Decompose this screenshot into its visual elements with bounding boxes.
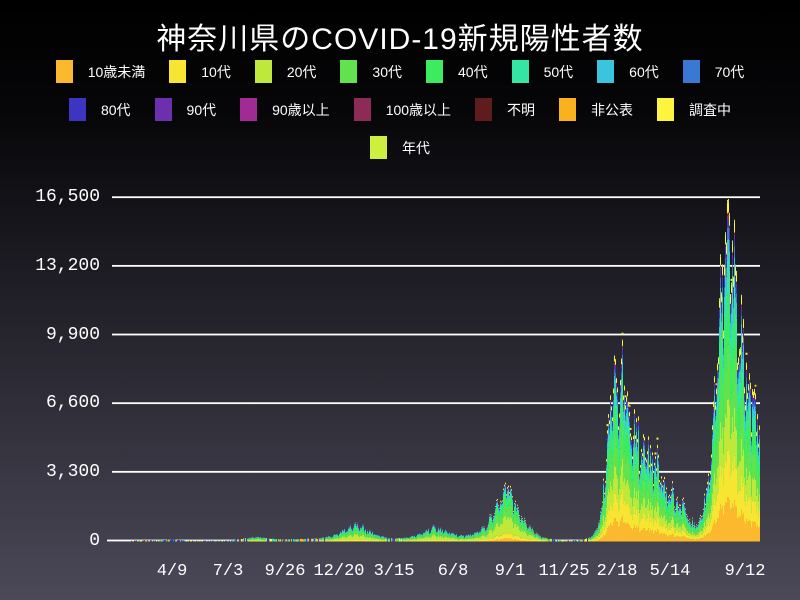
legend-swatch-icon xyxy=(511,60,529,83)
legend-item-r3-1: 年代 xyxy=(370,136,430,159)
y-tick-label: 13,200 xyxy=(35,255,100,276)
x-tick-label: 9/12 xyxy=(724,562,766,581)
legend-item-r2-7: 調査中 xyxy=(657,98,731,121)
series-band-14 xyxy=(132,202,760,542)
y-tick-label: 6,600 xyxy=(45,393,100,414)
legend-swatch-icon xyxy=(370,136,387,159)
legend-label: 90代 xyxy=(186,101,217,118)
legend-swatch-icon xyxy=(657,98,675,121)
legend-label: 不明 xyxy=(507,101,536,118)
x-tick-label: 6/8 xyxy=(437,562,469,581)
x-tick-label: 7/3 xyxy=(212,562,244,581)
legend-swatch-icon xyxy=(353,98,371,121)
legend-swatch-icon xyxy=(240,98,258,121)
legend-row-2: 80代 90代 90歳以上 100歳以上 不明 非公表 調査中 xyxy=(0,98,800,121)
legend: 10歳未満 10代 20代 30代 40代 50代 60代 70代 80代 90代 90歳以上 100… xyxy=(0,60,800,159)
series-band-0 xyxy=(168,497,760,542)
x-tick-label: 12/20 xyxy=(313,562,365,581)
gridline xyxy=(112,264,760,267)
x-tick-label: 9/26 xyxy=(264,562,306,581)
series-band-12 xyxy=(340,212,760,532)
legend-item-r1-2: 10代 xyxy=(169,60,231,83)
legend-swatch-icon xyxy=(426,60,443,83)
legend-swatch-icon xyxy=(68,98,86,121)
legend-item-r2-2: 90代 xyxy=(154,98,217,121)
legend-swatch-icon xyxy=(340,60,358,83)
x-tick-label: 4/9 xyxy=(156,562,188,581)
legend-item-r1-5: 40代 xyxy=(426,60,488,83)
legend-label: 100歳以上 xyxy=(385,101,452,118)
y-tick-label: 3,300 xyxy=(45,461,100,482)
legend-item-r2-1: 80代 xyxy=(68,98,131,121)
x-tick-label: 5/14 xyxy=(649,562,691,581)
legend-swatch-icon xyxy=(475,98,493,121)
gridline xyxy=(112,402,760,405)
legend-label: 50代 xyxy=(543,63,574,80)
legend-label: 非公表 xyxy=(591,101,634,118)
gridline xyxy=(112,333,760,336)
legend-item-r1-1: 10歳未満 xyxy=(55,60,146,83)
y-tick-label: 0 xyxy=(89,530,100,551)
legend-row-3: 年代 xyxy=(0,136,800,159)
legend-label: 年代 xyxy=(402,139,430,156)
legend-label: 40代 xyxy=(458,63,488,80)
legend-label: 80代 xyxy=(100,101,131,118)
x-tick-label: 2/18 xyxy=(596,562,638,581)
series-band-7 xyxy=(157,227,760,542)
legend-swatch-icon xyxy=(597,60,615,83)
legend-swatch-icon xyxy=(55,60,73,83)
legend-label: 30代 xyxy=(372,63,402,80)
legend-label: 90歳以上 xyxy=(272,101,330,118)
series-band-3 xyxy=(139,344,760,542)
legend-item-r1-8: 70代 xyxy=(682,60,745,83)
legend-label: 調査中 xyxy=(689,101,732,118)
series-band-13 xyxy=(349,211,760,527)
legend-label: 10歳未満 xyxy=(87,63,146,80)
legend-item-r2-5: 不明 xyxy=(475,98,535,121)
series-band-5 xyxy=(138,259,760,542)
legend-swatch-icon xyxy=(169,60,187,83)
legend-swatch-icon xyxy=(254,60,272,83)
gridline xyxy=(112,196,760,199)
legend-label: 10代 xyxy=(201,63,231,80)
legend-item-r1-7: 60代 xyxy=(597,60,659,83)
legend-item-r2-4: 100歳以上 xyxy=(353,98,452,121)
x-tick-label: 9/1 xyxy=(494,562,526,581)
legend-item-r1-3: 20代 xyxy=(254,60,317,83)
legend-row-1: 10歳未満 10代 20代 30代 40代 50代 60代 70代 xyxy=(0,60,800,83)
legend-swatch-icon xyxy=(559,98,577,121)
gridline xyxy=(112,470,760,473)
legend-item-r1-4: 30代 xyxy=(340,60,402,83)
legend-item-r1-6: 50代 xyxy=(511,60,574,83)
legend-label: 60代 xyxy=(629,63,659,80)
chart-title: 神奈川県のCOVID-19新規陽性者数 xyxy=(156,23,644,56)
legend-item-r2-3: 90歳以上 xyxy=(240,98,330,121)
legend-item-r2-6: 非公表 xyxy=(559,98,633,121)
y-tick-label: 9,900 xyxy=(45,324,100,345)
legend-label: 70代 xyxy=(714,63,745,80)
x-tick-label: 3/15 xyxy=(373,562,415,581)
legend-swatch-icon xyxy=(682,60,700,83)
x-tick-label: 11/25 xyxy=(538,562,590,581)
y-tick-label: 16,500 xyxy=(35,187,100,208)
legend-label: 20代 xyxy=(286,63,317,80)
legend-swatch-icon xyxy=(154,98,172,121)
